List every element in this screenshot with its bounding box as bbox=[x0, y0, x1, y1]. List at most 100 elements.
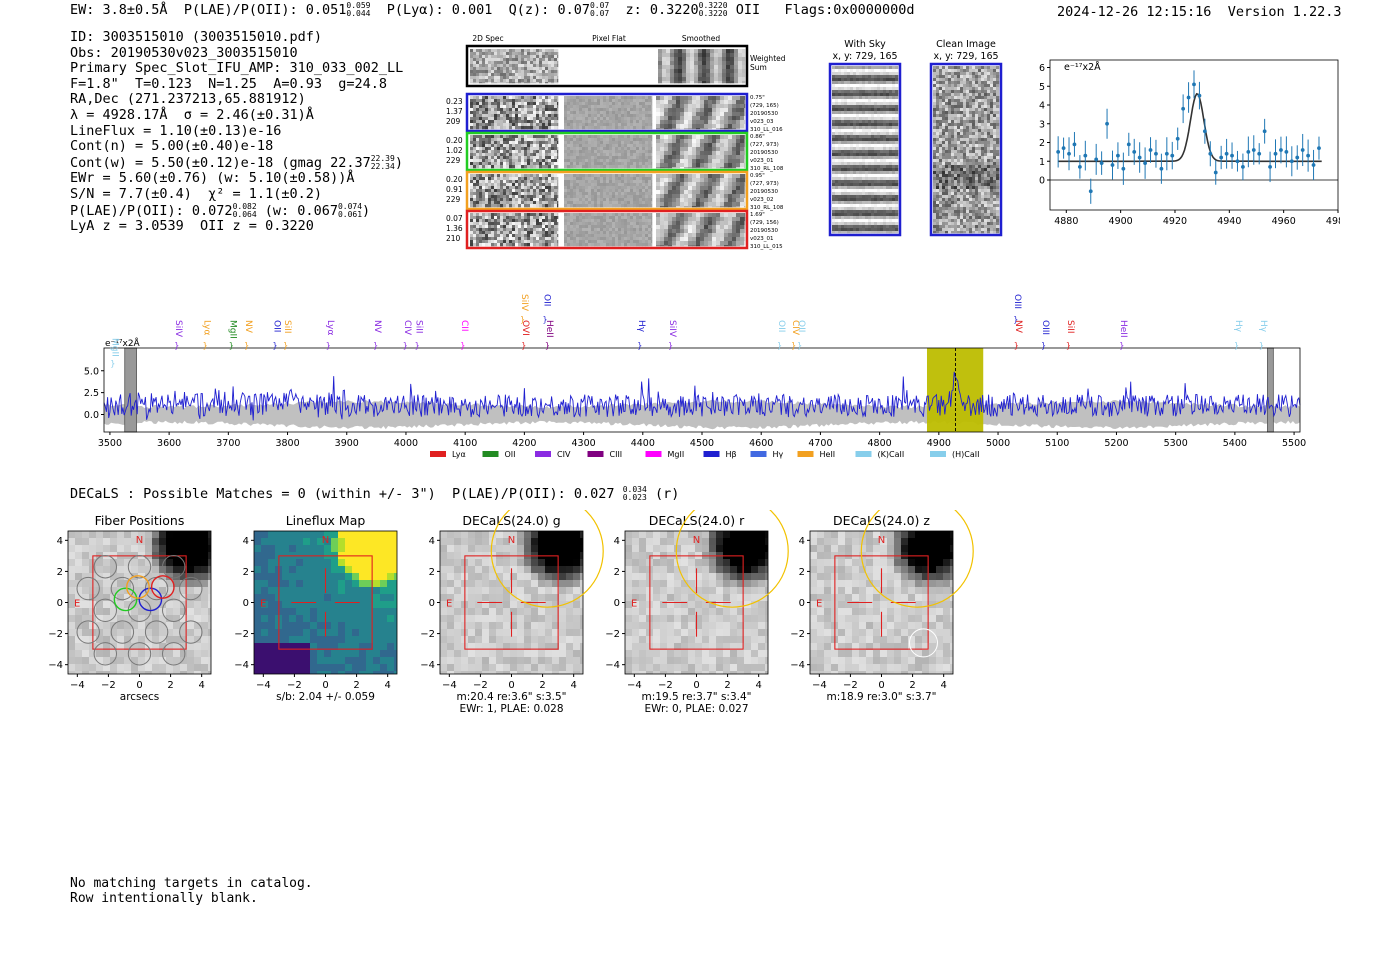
zoom-point bbox=[1219, 155, 1224, 160]
weighted-label: Weighted bbox=[750, 54, 786, 63]
fiber-row-flat bbox=[564, 174, 653, 208]
fiber-row-meta: 0.75" bbox=[750, 95, 765, 101]
fiber-row-2d bbox=[470, 135, 559, 169]
panel-caption: m:19.5 re:3.7" s:3.4" bbox=[642, 691, 752, 703]
decals-summary: DECaLS : Possible Matches = 0 (within +/… bbox=[70, 485, 680, 503]
line-marker-label: OII bbox=[542, 294, 552, 306]
legend-swatch bbox=[587, 451, 604, 457]
zoom-point bbox=[1094, 157, 1099, 162]
fiber-circle-highlight bbox=[126, 575, 150, 599]
line-marker-label: SiII bbox=[1065, 320, 1075, 334]
line-marker-tick: } bbox=[797, 341, 802, 350]
spectrum-xtick-label: 4000 bbox=[394, 438, 418, 449]
spectrum-xtick-label: 3800 bbox=[275, 438, 299, 449]
fiber-circle bbox=[144, 620, 169, 644]
fiber-row-meta: (729, 156) bbox=[750, 220, 779, 226]
line-marker-label: NV bbox=[243, 320, 253, 334]
panel-xtick-label: 2 bbox=[167, 680, 173, 691]
fiber-row-meta: v023_01 bbox=[750, 158, 774, 164]
line-marker-label: SiIV bbox=[173, 320, 183, 338]
line-marker-tick: } bbox=[229, 341, 234, 350]
header-q-range: 0.07 0.07 bbox=[589, 1, 610, 18]
aperture-box bbox=[278, 555, 373, 650]
panel-ytick-label: 0 bbox=[799, 598, 805, 609]
timestamp: 2024-12-26 12:15:16 bbox=[1057, 4, 1212, 20]
zoom-point bbox=[1295, 155, 1300, 160]
line-marker-tick: } bbox=[1119, 341, 1124, 350]
line-marker-tick: } bbox=[668, 341, 673, 350]
zoom-line-chart: e⁻¹⁷x2Å 4880 4900 4920 4940 4960 4980 0 1 2 3 4 5 6 bbox=[1039, 59, 1340, 227]
line-marker-label: NV bbox=[372, 320, 382, 334]
zoom-point bbox=[1126, 142, 1131, 147]
legend-label: MgII bbox=[668, 450, 685, 459]
line-marker-tick: } bbox=[1041, 341, 1046, 350]
panel-2: Lineflux Map N E −4 −2 0 2 4 4 2 0 −2 −4 s/b: 2.04 +/… bbox=[234, 513, 398, 703]
spectrum-ytick-label: 5.0 bbox=[84, 366, 99, 377]
spectrum-xtick-label: 3500 bbox=[98, 438, 122, 449]
source-marker bbox=[908, 628, 938, 658]
panel-xtick-label: −2 bbox=[843, 680, 858, 691]
spectrum-xtick-label: 5500 bbox=[1282, 438, 1306, 449]
line-marker-label: SiIV bbox=[519, 294, 529, 312]
panel-ytick-label: 0 bbox=[57, 598, 63, 609]
info-ewr: EWr = 5.60(±0.76) (w: 5.10(±0.58))Å bbox=[70, 170, 355, 187]
line-marker-label: MgII bbox=[228, 320, 238, 339]
fiber-row-smoothed bbox=[656, 135, 746, 169]
fiber-circle bbox=[110, 576, 135, 601]
panel-ytick-label: −4 bbox=[790, 660, 805, 671]
spectrum-ytick-label: 2.5 bbox=[84, 388, 99, 399]
zoom-ylabel: e⁻¹⁷x2Å bbox=[1064, 61, 1101, 73]
panel-ytick-label: −2 bbox=[48, 629, 63, 640]
panel-ytick-label: −2 bbox=[234, 629, 249, 640]
zoom-point bbox=[1056, 149, 1061, 154]
line-marker-label: CIV bbox=[790, 320, 800, 336]
spectrum-xtick-label: 5100 bbox=[1045, 438, 1069, 449]
fiber-circle bbox=[93, 555, 117, 579]
legend-label: (H)CaII bbox=[952, 450, 979, 459]
panel-title: DECaLS(24.0) g bbox=[462, 513, 560, 528]
zoom-point bbox=[1311, 163, 1316, 167]
fiber-row-weight: 1.02 bbox=[446, 146, 463, 155]
fiber-row-meta: 20190530 bbox=[750, 111, 778, 117]
zoom-point bbox=[1099, 161, 1104, 166]
legend-label: Hβ bbox=[726, 450, 737, 459]
zoom-point bbox=[1289, 159, 1294, 164]
panel-title: DECaLS(24.0) r bbox=[649, 513, 745, 528]
panel-ytick-label: 4 bbox=[614, 536, 620, 547]
fiber-circle-highlight bbox=[113, 587, 138, 612]
east-label: E bbox=[816, 599, 822, 610]
legend-label: Lyα bbox=[452, 450, 466, 459]
line-marker-tick: } bbox=[1066, 341, 1071, 350]
legend-swatch bbox=[855, 451, 872, 457]
panel-xtick-label: 2 bbox=[724, 680, 730, 691]
catalog-line-2: Row intentionally blank. bbox=[70, 891, 258, 906]
panel-xtick-label: −4 bbox=[256, 680, 271, 691]
panel-xtick-label: 2 bbox=[539, 680, 545, 691]
line-marker-label: SiII bbox=[282, 320, 292, 334]
panel-ytick-label: 2 bbox=[799, 567, 805, 578]
header-right: 2024-12-26 12:15:16 Version 1.22.3 bbox=[1057, 4, 1342, 20]
fiber-row-meta: v023_02 bbox=[750, 197, 774, 203]
line-marker-label: Lyα bbox=[325, 320, 335, 336]
panel-xtick-label: −2 bbox=[473, 680, 488, 691]
panel-ytick-label: 4 bbox=[243, 536, 249, 547]
zoom-point bbox=[1317, 146, 1321, 151]
panel-xtick-label: −4 bbox=[627, 680, 642, 691]
line-marker-tick: } bbox=[545, 341, 550, 350]
spectrum-xtick-label: 3900 bbox=[335, 438, 359, 449]
panel-xtick-label: −2 bbox=[287, 680, 302, 691]
panel-xtick-label: 4 bbox=[198, 680, 204, 691]
fiber-row-weight: 1.36 bbox=[446, 224, 463, 233]
fiber-row-meta: 310_LL_016 bbox=[750, 127, 783, 133]
panel-xtick-label: 2 bbox=[353, 680, 359, 691]
zoom-point bbox=[1246, 149, 1251, 154]
zoom-point bbox=[1137, 155, 1142, 160]
legend-label: CIII bbox=[610, 450, 623, 459]
zoom-point bbox=[1110, 163, 1115, 167]
zoom-ytick-label: 3 bbox=[1039, 119, 1045, 130]
line-marker-tick: } bbox=[403, 341, 408, 350]
line-marker-label: OIII bbox=[1012, 294, 1022, 309]
fiber-row-smoothed bbox=[656, 174, 746, 208]
line-marker-label: OII bbox=[776, 320, 786, 332]
